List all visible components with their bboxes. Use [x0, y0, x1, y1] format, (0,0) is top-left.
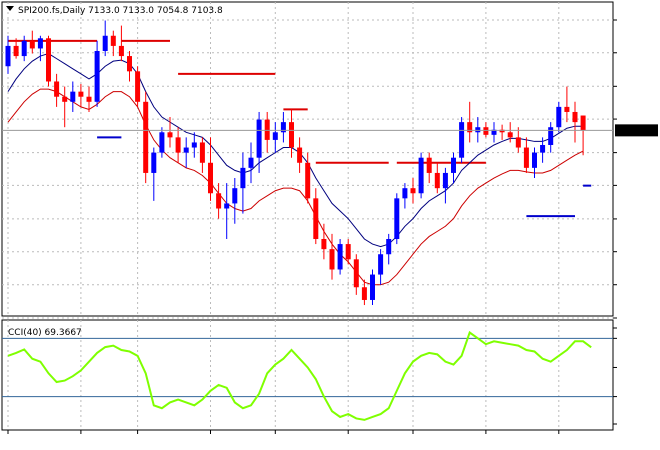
candle-body: [135, 71, 141, 102]
cci-title: CCI(40) 69.3667: [8, 328, 82, 338]
last-price-badge: [615, 124, 658, 137]
candle-body: [305, 162, 311, 199]
price-chart-title: SPI200.fs,Daily 7133.0 7133.0 7054.8 710…: [18, 6, 223, 16]
price-panel: SPI200.fs,Daily 7133.0 7133.0 7054.8 710…: [1, 1, 658, 319]
candle-body: [580, 115, 586, 131]
candle-body: [86, 96, 92, 102]
candle-body: [572, 111, 578, 123]
candle-body: [337, 244, 343, 270]
candle-body: [507, 132, 513, 138]
candle-body: [118, 45, 124, 57]
candle-body: [370, 274, 375, 300]
candle-body: [46, 38, 51, 82]
candle-body: [515, 137, 521, 148]
candle-body: [548, 127, 554, 145]
candle-body: [467, 122, 473, 133]
candle-body: [394, 198, 400, 239]
price-axis: [2, 19, 658, 319]
candle-body: [491, 129, 497, 135]
candle-body: [208, 162, 213, 194]
candle-body: [459, 122, 465, 158]
moving-average-line: [7, 88, 584, 286]
candle-body: [280, 122, 286, 133]
candle-body: [499, 129, 505, 133]
price-grid: [2, 2, 613, 319]
candle-body: [183, 147, 189, 153]
candle-body: [21, 40, 27, 57]
candle-body: [426, 157, 432, 173]
moving-average-line: [7, 52, 584, 248]
moving-averages: [7, 52, 584, 286]
candle-body: [483, 127, 489, 135]
time-axis: [7, 430, 560, 434]
candle-body: [345, 244, 351, 260]
candle-body: [199, 142, 205, 163]
candle-body: [143, 101, 149, 173]
candle-body: [402, 188, 408, 199]
stop-levels: [8, 39, 592, 218]
candle-body: [248, 157, 254, 168]
candle-body: [321, 238, 327, 250]
candle-body: [289, 122, 294, 148]
cci-line: [7, 330, 592, 421]
candle-body: [159, 132, 165, 153]
candle-body: [556, 106, 562, 128]
candle-body: [564, 106, 570, 112]
candle-body: [313, 198, 319, 239]
candle-body: [94, 50, 100, 102]
cci-panel: CCI(40) 69.3667: [1, 319, 617, 431]
cci-grid: [2, 320, 613, 430]
candle-body: [70, 91, 76, 102]
candle-body: [475, 127, 481, 133]
candle-body: [29, 40, 35, 49]
candle-body: [410, 188, 416, 194]
candle-body: [216, 193, 222, 209]
candle-body: [54, 81, 60, 97]
candle-body: [232, 188, 238, 204]
candles: [5, 20, 586, 306]
candle-body: [175, 137, 181, 153]
candle-body: [418, 157, 424, 194]
candle-body: [361, 287, 367, 300]
price-title-group: SPI200.fs,Daily 7133.0 7133.0 7054.8 710…: [6, 6, 223, 16]
cci-series: [7, 330, 592, 421]
candle-body: [442, 172, 448, 189]
candle-body: [5, 45, 11, 67]
candle-body: [272, 132, 278, 140]
candle-body: [62, 96, 68, 102]
candle-body: [297, 147, 303, 163]
candle-body: [264, 119, 270, 140]
collapse-triangle-icon[interactable]: [6, 6, 14, 11]
candle-body: [386, 238, 392, 255]
candle-body: [78, 91, 84, 97]
cci-axis: [613, 327, 617, 425]
candle-body: [127, 56, 132, 72]
candle-body: [378, 254, 384, 275]
candle-body: [224, 203, 230, 209]
candle-body: [434, 172, 440, 189]
candle-body: [451, 157, 456, 173]
candle-body: [256, 119, 262, 158]
candle-body: [240, 167, 246, 189]
candle-body: [167, 132, 173, 138]
candle-body: [540, 144, 546, 153]
candle-body: [353, 259, 359, 288]
cci-panel-frame: [1, 319, 614, 431]
candle-body: [191, 142, 197, 148]
candle-body: [110, 35, 116, 46]
candle-body: [13, 45, 19, 57]
candle-body: [523, 147, 529, 168]
candle-body: [102, 35, 108, 51]
candle-body: [532, 152, 537, 168]
candle-body: [37, 38, 43, 49]
candle-body: [151, 152, 157, 173]
candle-body: [329, 249, 335, 270]
